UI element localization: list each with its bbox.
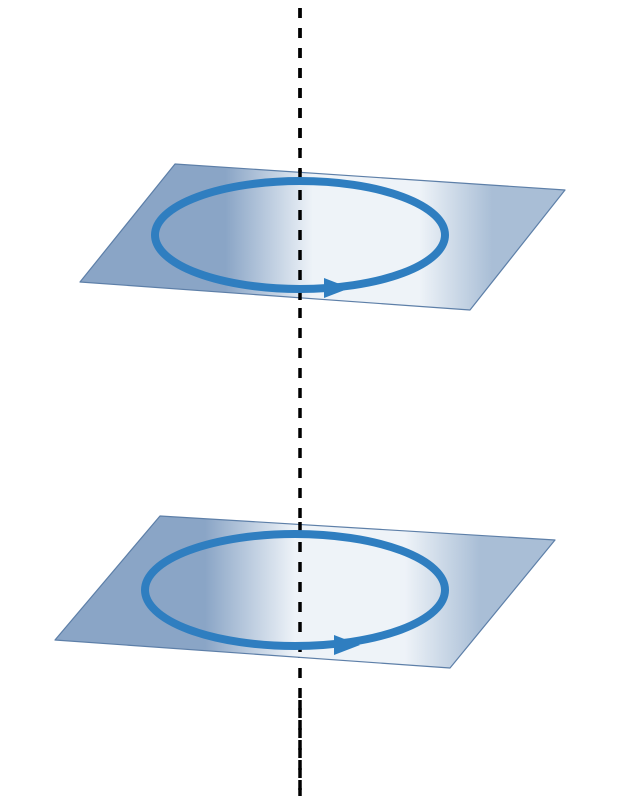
physics-diagram: [0, 0, 625, 804]
plane-top: [80, 164, 565, 310]
plane-bottom: [55, 516, 555, 668]
